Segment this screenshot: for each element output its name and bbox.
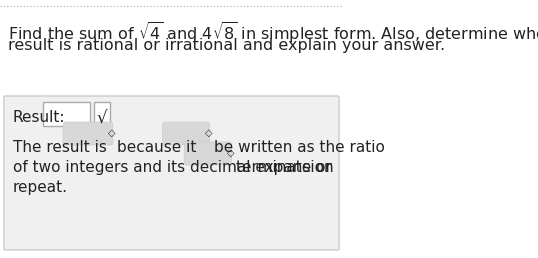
- FancyBboxPatch shape: [4, 96, 339, 250]
- FancyBboxPatch shape: [63, 122, 113, 145]
- FancyBboxPatch shape: [94, 102, 110, 126]
- Text: ◇: ◇: [206, 128, 213, 138]
- Text: because it: because it: [117, 140, 196, 155]
- Text: of two integers and its decimal expansion: of two integers and its decimal expansio…: [13, 160, 334, 175]
- Text: Find the sum of $\sqrt{4}$ and $4\sqrt{8}$ in simplest form. Also, determine whe: Find the sum of $\sqrt{4}$ and $4\sqrt{8…: [8, 20, 538, 45]
- Text: be written as the ratio: be written as the ratio: [214, 140, 385, 155]
- Text: The result is: The result is: [13, 140, 107, 155]
- Text: ◇: ◇: [108, 128, 115, 138]
- Text: terminate or: terminate or: [236, 160, 331, 175]
- Text: ◇: ◇: [227, 148, 235, 158]
- FancyBboxPatch shape: [184, 142, 231, 165]
- Text: √: √: [97, 110, 107, 128]
- Text: result is rational or irrational and explain your answer.: result is rational or irrational and exp…: [8, 38, 445, 53]
- FancyBboxPatch shape: [162, 122, 210, 145]
- Text: repeat.: repeat.: [13, 180, 68, 195]
- FancyBboxPatch shape: [43, 102, 90, 126]
- Text: Result:: Result:: [13, 110, 65, 125]
